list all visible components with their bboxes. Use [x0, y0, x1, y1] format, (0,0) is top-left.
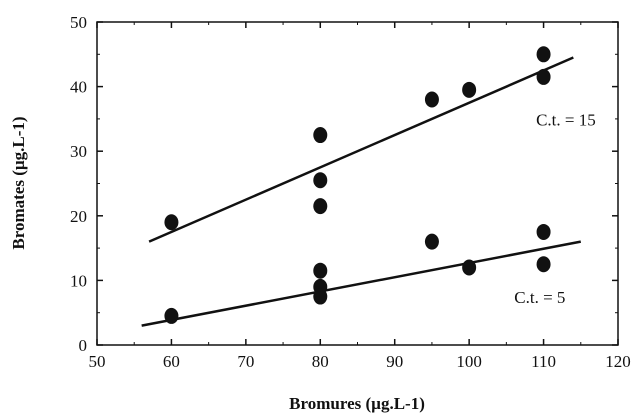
data-point-series-0	[313, 172, 328, 189]
data-point-series-0	[536, 68, 551, 85]
data-point-series-0	[313, 127, 328, 144]
data-point-series-1	[313, 262, 328, 279]
data-point-series-0	[536, 46, 551, 63]
data-point-series-1	[164, 307, 179, 324]
x-tick-label: 70	[237, 352, 254, 371]
y-tick-label: 0	[79, 336, 88, 355]
data-point-series-0	[164, 214, 179, 231]
series-annotations: C.t. = 15 C.t. = 5	[514, 110, 595, 307]
x-tick-label: 80	[312, 352, 329, 371]
y-tick-label: 30	[70, 142, 87, 161]
data-point-series-1	[462, 259, 477, 276]
fit-line-0	[148, 56, 574, 243]
series-label: C.t. = 5	[514, 288, 565, 307]
x-tick-label: 100	[456, 352, 482, 371]
x-tick-label: 50	[89, 352, 106, 371]
data-point-series-0	[424, 91, 439, 108]
data-point-series-0	[462, 81, 477, 98]
data-point-series-1	[536, 256, 551, 273]
x-axis-title: Bromures (µg.L-1)	[289, 394, 425, 413]
y-axis: 0 10 20 30 40 50	[70, 13, 618, 355]
data-point-series-1	[313, 288, 328, 305]
y-tick-label: 10	[70, 271, 87, 290]
x-tick-label: 110	[531, 352, 556, 371]
x-tick-label: 60	[163, 352, 180, 371]
y-tick-label: 40	[70, 78, 87, 97]
data-point-series-1	[424, 233, 439, 250]
x-axis: 50 60 70 80 90 100 110 120	[89, 22, 631, 371]
x-tick-label: 120	[605, 352, 631, 371]
regression-lines	[141, 56, 582, 327]
y-tick-label: 50	[70, 13, 87, 32]
series-label: C.t. = 15	[536, 110, 596, 129]
data-point-series-0	[313, 198, 328, 215]
data-points	[164, 46, 551, 324]
y-axis-title: Bromates (µg.L-1)	[9, 116, 28, 249]
data-point-series-1	[536, 223, 551, 240]
x-tick-label: 90	[386, 352, 403, 371]
fit-line-1	[141, 240, 582, 327]
y-tick-label: 20	[70, 207, 87, 226]
